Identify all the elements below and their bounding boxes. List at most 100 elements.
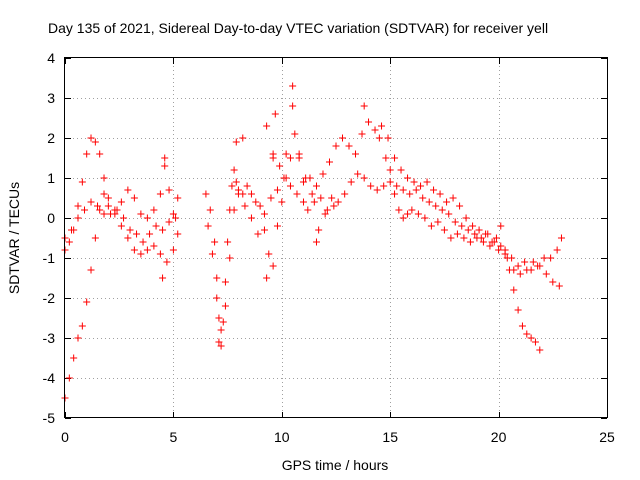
series-track-d [202,130,338,350]
data-point [265,250,273,258]
data-point [319,170,327,178]
series-track-a [61,190,182,402]
data-point [213,274,221,282]
data-point [521,258,529,266]
data-point [280,174,288,182]
data-point [133,230,141,238]
data-point [312,238,320,246]
data-point [221,278,229,286]
data-point [74,334,82,342]
data-point [117,222,125,230]
data-point [378,122,386,130]
data-point [529,258,537,266]
data-point [527,334,535,342]
data-point [100,190,108,198]
data-point [304,206,312,214]
data-point [247,190,255,198]
data-point [553,246,561,254]
data-point [404,174,412,182]
data-point [430,186,438,194]
data-point [130,194,138,202]
data-point [276,162,284,170]
data-point [373,186,381,194]
data-point [523,330,531,338]
data-point [360,102,368,110]
data-point [438,206,446,214]
data-point [354,170,362,178]
data-point [273,222,281,230]
data-point [100,210,108,218]
data-point [243,182,251,190]
data-point [341,190,349,198]
data-point [70,354,78,362]
data-point [159,274,167,282]
series-track-f [263,102,563,290]
data-point [96,150,104,158]
data-point [352,150,360,158]
plot-frame [64,57,608,418]
data-point [317,194,325,202]
data-point [503,254,511,262]
data-point [215,314,223,322]
data-point [531,338,539,346]
data-point [104,194,112,202]
data-point [505,266,513,274]
series-track-g [375,134,544,354]
data-point [282,150,290,158]
data-point [490,238,498,246]
data-point [260,210,268,218]
data-point [421,214,429,222]
grid [65,58,607,418]
data-point [434,218,442,226]
series-spikes [159,82,368,346]
y-tick-label: 4 [47,50,55,66]
data-point [208,250,216,258]
data-point [339,134,347,142]
data-point [163,258,171,266]
data-point [479,238,487,246]
data-point [486,242,494,250]
data-point [419,194,427,202]
data-point [204,222,212,230]
data-point [226,254,234,262]
data-point [471,230,479,238]
data-point [330,202,338,210]
data-point [217,326,225,334]
data-point [174,194,182,202]
data-point [247,214,255,222]
data-point [206,206,214,214]
data-point [161,162,169,170]
data-point [273,186,281,194]
data-point [289,82,297,90]
data-point [74,202,82,210]
data-point [365,118,373,126]
y-axis-label: SDTVAR / TECUs [6,182,22,294]
data-point [221,302,229,310]
y-tick-label: -4 [43,370,56,386]
data-point [91,234,99,242]
data-point [230,206,238,214]
data-point [436,190,444,198]
data-point [308,190,316,198]
x-tick-label: 20 [491,429,507,445]
data-point [299,198,307,206]
data-point [312,182,320,190]
data-point [516,270,524,278]
data-point [213,294,221,302]
y-tick-label: -3 [43,330,56,346]
data-point [310,198,318,206]
data-point [464,226,472,234]
data-point [139,238,147,246]
data-point [126,226,134,234]
data-point [156,190,164,198]
data-point [87,266,95,274]
data-point [293,190,301,198]
data-point [117,198,125,206]
data-point [65,374,73,382]
data-point [124,234,132,242]
data-point [143,214,151,222]
data-point [78,322,86,330]
data-point [169,210,177,218]
data-point [87,198,95,206]
